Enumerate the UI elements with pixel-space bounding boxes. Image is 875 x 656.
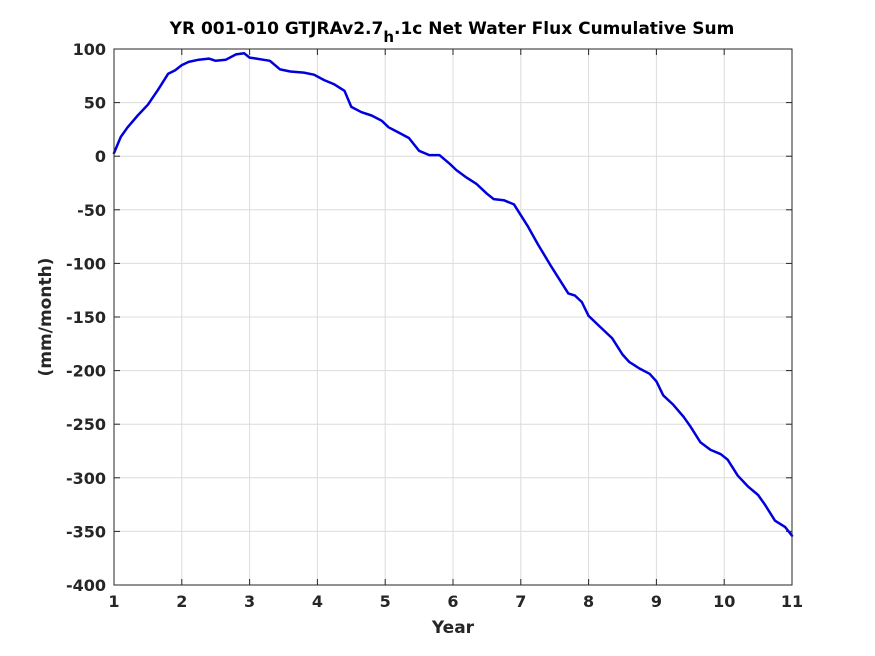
x-tick-label: 1 — [108, 592, 119, 611]
x-axis-label: Year — [431, 618, 475, 638]
x-tick-label: 2 — [176, 592, 187, 611]
series-line — [112, 52, 794, 537]
chart-title-main: YR 001-010 GTJRAv2.7 — [169, 19, 384, 39]
x-tick-label: 6 — [447, 592, 458, 611]
x-tick-label: 10 — [713, 592, 735, 611]
y-tick-label: -300 — [66, 469, 106, 488]
y-axis-label: (mm/month) — [36, 258, 56, 377]
y-tick-label: -400 — [66, 576, 106, 595]
data-layer — [112, 52, 794, 537]
y-tick-label: -350 — [66, 522, 106, 541]
y-tick-label: 50 — [84, 94, 106, 113]
y-tick-label: -150 — [66, 308, 106, 327]
x-tick-label: 11 — [781, 592, 803, 611]
x-tick-label: 7 — [515, 592, 526, 611]
chart-title-subscript: h — [383, 28, 394, 46]
x-tick-label: 3 — [244, 592, 255, 611]
y-tick-label: 100 — [73, 40, 106, 59]
y-tick-label: -100 — [66, 254, 106, 273]
x-tick-label: 4 — [312, 592, 323, 611]
x-tick-label: 8 — [583, 592, 594, 611]
y-tick-label: 0 — [95, 147, 106, 166]
ticks: 1 2 3 4 5 6 7 8 9 10 11 100 50 0 -50 -100 -150 -200 -250 -3… — [66, 40, 803, 611]
y-tick-label: -200 — [66, 362, 106, 381]
y-tick-label: -250 — [66, 415, 106, 434]
y-tick-label: -50 — [77, 201, 106, 220]
chart-title: YR 001-010 GTJRAv2.7h.1c Net Water Flux … — [169, 19, 735, 46]
chart-title-rest: .1c Net Water Flux Cumulative Sum — [394, 19, 734, 39]
x-tick-label: 9 — [651, 592, 662, 611]
x-tick-label: 5 — [380, 592, 391, 611]
